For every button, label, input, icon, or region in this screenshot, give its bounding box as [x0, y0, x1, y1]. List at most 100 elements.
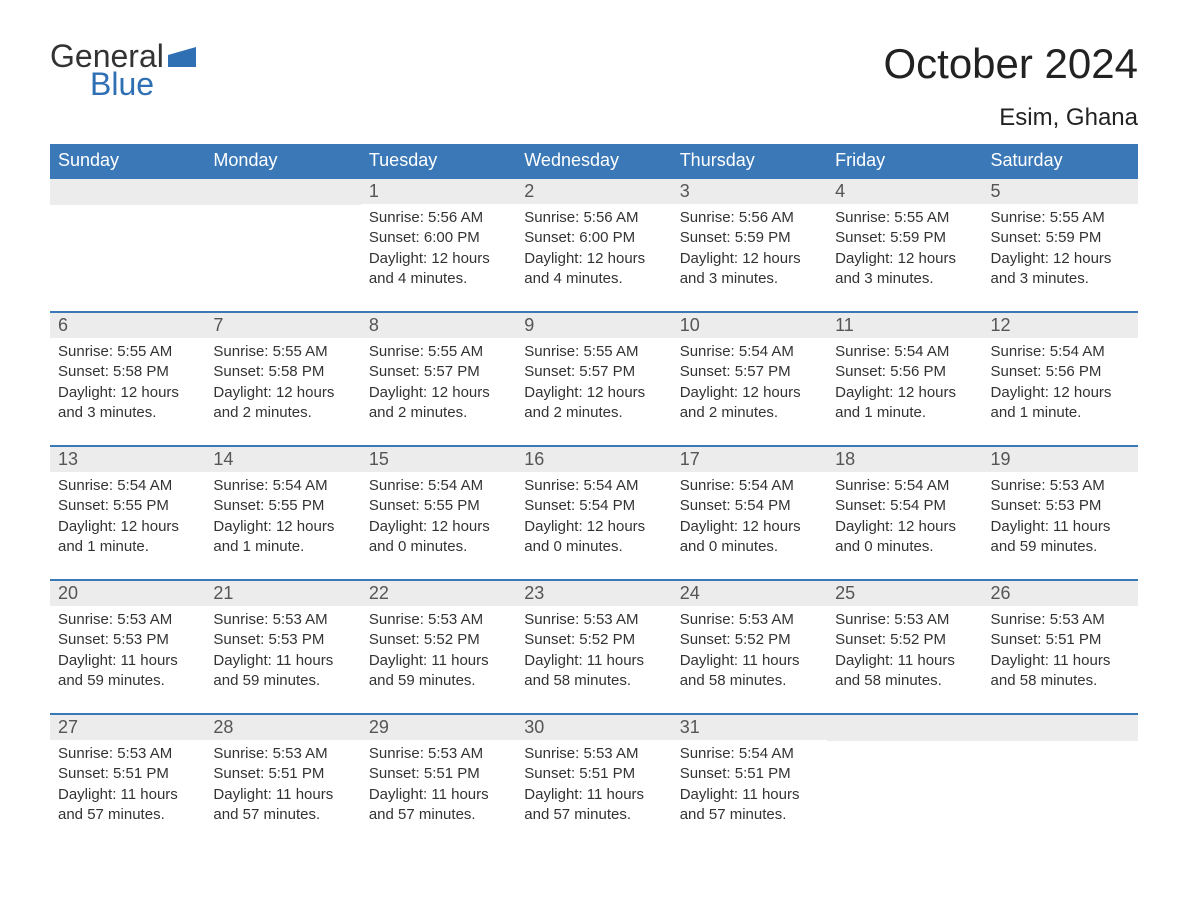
day-details: Sunrise: 5:54 AMSunset: 5:55 PMDaylight:…	[50, 472, 205, 565]
calendar-day: 20Sunrise: 5:53 AMSunset: 5:53 PMDayligh…	[50, 581, 205, 699]
sunset-text: Sunset: 5:57 PM	[369, 362, 508, 382]
day-details	[205, 205, 360, 285]
day-details: Sunrise: 5:55 AMSunset: 5:59 PMDaylight:…	[827, 204, 982, 297]
daylight-text-line2: and 57 minutes.	[369, 805, 508, 825]
daylight-text-line1: Daylight: 11 hours	[524, 785, 663, 805]
daylight-text-line2: and 58 minutes.	[680, 671, 819, 691]
day-number: 18	[827, 447, 982, 472]
daylight-text-line2: and 57 minutes.	[524, 805, 663, 825]
calendar-day: 19 Sunrise: 5:53 AMSunset: 5:53 PMDayligh…	[983, 447, 1138, 565]
calendar-day: 3Sunrise: 5:56 AMSunset: 5:59 PMDaylight…	[672, 179, 827, 297]
calendar-week: 20Sunrise: 5:53 AMSunset: 5:53 PMDayligh…	[50, 579, 1138, 699]
sunrise-text: Sunrise: 5:53 AM	[213, 744, 352, 764]
sunrise-text: Sunrise: 5:55 AM	[991, 208, 1130, 228]
sunset-text: Sunset: 6:00 PM	[369, 228, 508, 248]
daylight-text-line1: Daylight: 11 hours	[213, 651, 352, 671]
calendar-day: 28Sunrise: 5:53 AMSunset: 5:51 PMDayligh…	[205, 715, 360, 833]
weekday-header: Saturday	[983, 144, 1138, 177]
sunrise-text: Sunrise: 5:54 AM	[680, 744, 819, 764]
calendar: SundayMondayTuesdayWednesdayThursdayFrid…	[50, 144, 1138, 833]
sunrise-text: Sunrise: 5:54 AM	[991, 342, 1130, 362]
day-number: 6	[50, 313, 205, 338]
calendar-day: 6Sunrise: 5:55 AMSunset: 5:58 PMDaylight…	[50, 313, 205, 431]
daylight-text-line2: and 3 minutes.	[991, 269, 1130, 289]
calendar-day: 27Sunrise: 5:53 AMSunset: 5:51 PMDayligh…	[50, 715, 205, 833]
sunrise-text: Sunrise: 5:55 AM	[369, 342, 508, 362]
day-number: 31	[672, 715, 827, 740]
sunset-text: Sunset: 5:51 PM	[213, 764, 352, 784]
day-details: Sunrise: 5:54 AMSunset: 5:56 PMDaylight:…	[827, 338, 982, 431]
day-details: Sunrise: 5:53 AMSunset: 5:53 PMDaylight:…	[50, 606, 205, 699]
day-details: Sunrise: 5:53 AMSunset: 5:51 PMDaylight:…	[983, 606, 1138, 699]
sunset-text: Sunset: 5:52 PM	[369, 630, 508, 650]
daylight-text-line2: and 58 minutes.	[835, 671, 974, 691]
sunrise-text: Sunrise: 5:55 AM	[835, 208, 974, 228]
day-number: 8	[361, 313, 516, 338]
weekday-header: Wednesday	[516, 144, 671, 177]
daylight-text-line1: Daylight: 11 hours	[58, 785, 197, 805]
day-number: 26	[983, 581, 1138, 606]
logo: General Blue	[50, 40, 196, 100]
daylight-text-line1: Daylight: 11 hours	[680, 785, 819, 805]
daylight-text-line1: Daylight: 11 hours	[369, 785, 508, 805]
day-details: Sunrise: 5:53 AMSunset: 5:52 PMDaylight:…	[672, 606, 827, 699]
daylight-text-line2: and 1 minute.	[991, 403, 1130, 423]
calendar-day: 25Sunrise: 5:53 AMSunset: 5:52 PMDayligh…	[827, 581, 982, 699]
sunset-text: Sunset: 5:52 PM	[524, 630, 663, 650]
weekday-header: Thursday	[672, 144, 827, 177]
day-details: Sunrise: 5:54 AMSunset: 5:54 PMDaylight:…	[672, 472, 827, 565]
daylight-text-line2: and 4 minutes.	[524, 269, 663, 289]
day-number: 30	[516, 715, 671, 740]
calendar-week: 27Sunrise: 5:53 AMSunset: 5:51 PMDayligh…	[50, 713, 1138, 833]
calendar-day: 23Sunrise: 5:53 AMSunset: 5:52 PMDayligh…	[516, 581, 671, 699]
sunset-text: Sunset: 5:51 PM	[369, 764, 508, 784]
weekday-header-row: SundayMondayTuesdayWednesdayThursdayFrid…	[50, 144, 1138, 177]
sunset-text: Sunset: 5:59 PM	[680, 228, 819, 248]
daylight-text-line2: and 1 minute.	[835, 403, 974, 423]
daylight-text-line2: and 57 minutes.	[680, 805, 819, 825]
calendar-day: 16Sunrise: 5:54 AMSunset: 5:54 PMDayligh…	[516, 447, 671, 565]
weekday-header: Monday	[205, 144, 360, 177]
day-details	[983, 741, 1138, 821]
calendar-day: 10Sunrise: 5:54 AMSunset: 5:57 PMDayligh…	[672, 313, 827, 431]
day-details: Sunrise: 5:56 AMSunset: 6:00 PMDaylight:…	[361, 204, 516, 297]
day-number: 21	[205, 581, 360, 606]
sunrise-text: Sunrise: 5:55 AM	[524, 342, 663, 362]
day-details: Sunrise: 5:55 AMSunset: 5:58 PMDaylight:…	[205, 338, 360, 431]
sunrise-text: Sunrise: 5:55 AM	[58, 342, 197, 362]
day-number: 20	[50, 581, 205, 606]
calendar-day: 4Sunrise: 5:55 AMSunset: 5:59 PMDaylight…	[827, 179, 982, 297]
day-number: 3	[672, 179, 827, 204]
day-number: 15	[361, 447, 516, 472]
daylight-text-line1: Daylight: 12 hours	[680, 517, 819, 537]
daylight-text-line1: Daylight: 11 hours	[991, 517, 1130, 537]
calendar-day: 13Sunrise: 5:54 AMSunset: 5:55 PMDayligh…	[50, 447, 205, 565]
daylight-text-line2: and 57 minutes.	[213, 805, 352, 825]
day-number: 29	[361, 715, 516, 740]
day-details: Sunrise: 5:54 AMSunset: 5:54 PMDaylight:…	[516, 472, 671, 565]
sunrise-text: Sunrise: 5:53 AM	[991, 476, 1130, 496]
day-number: 9	[516, 313, 671, 338]
day-number: 16	[516, 447, 671, 472]
day-number: 19	[983, 447, 1138, 472]
daylight-text-line2: and 2 minutes.	[213, 403, 352, 423]
calendar-day: 9Sunrise: 5:55 AMSunset: 5:57 PMDaylight…	[516, 313, 671, 431]
sunset-text: Sunset: 5:59 PM	[991, 228, 1130, 248]
sunrise-text: Sunrise: 5:53 AM	[58, 610, 197, 630]
sunset-text: Sunset: 5:59 PM	[835, 228, 974, 248]
sunset-text: Sunset: 5:55 PM	[369, 496, 508, 516]
day-details: Sunrise: 5:54 AMSunset: 5:55 PMDaylight:…	[205, 472, 360, 565]
day-details: Sunrise: 5:53 AMSunset: 5:51 PMDaylight:…	[50, 740, 205, 833]
daylight-text-line2: and 0 minutes.	[835, 537, 974, 557]
daylight-text-line1: Daylight: 11 hours	[835, 651, 974, 671]
calendar-day: 15Sunrise: 5:54 AMSunset: 5:55 PMDayligh…	[361, 447, 516, 565]
sunset-text: Sunset: 5:51 PM	[58, 764, 197, 784]
calendar-day: 18Sunrise: 5:54 AMSunset: 5:54 PMDayligh…	[827, 447, 982, 565]
daylight-text-line1: Daylight: 12 hours	[58, 517, 197, 537]
sunset-text: Sunset: 5:53 PM	[991, 496, 1130, 516]
day-details: Sunrise: 5:56 AMSunset: 5:59 PMDaylight:…	[672, 204, 827, 297]
day-number: 1	[361, 179, 516, 204]
day-details: Sunrise: 5:55 AMSunset: 5:57 PMDaylight:…	[516, 338, 671, 431]
daylight-text-line1: Daylight: 11 hours	[213, 785, 352, 805]
day-details: Sunrise: 5:54 AMSunset: 5:54 PMDaylight:…	[827, 472, 982, 565]
